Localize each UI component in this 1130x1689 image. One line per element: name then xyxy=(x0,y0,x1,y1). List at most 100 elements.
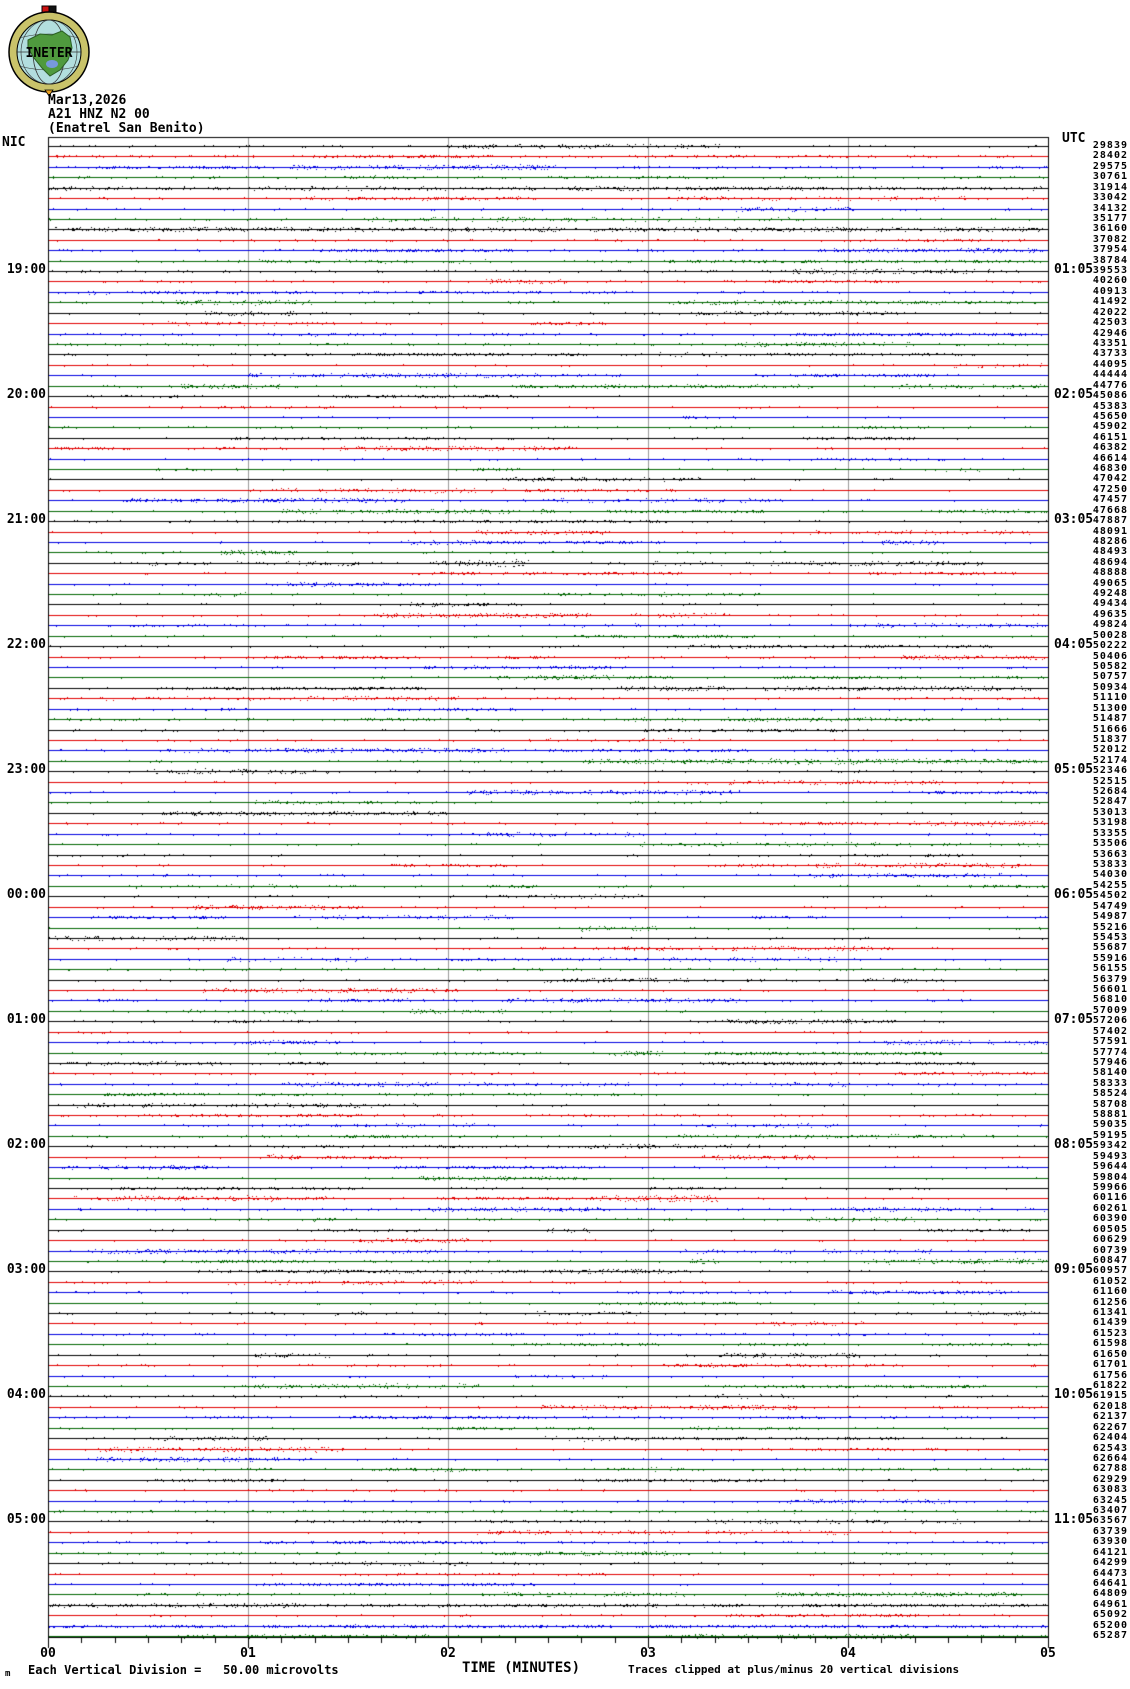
trace-count-label: 61598 xyxy=(1092,1338,1128,1349)
trace-count-label: 65092 xyxy=(1092,1609,1128,1620)
trace-count-label: 63930 xyxy=(1092,1536,1128,1547)
left-hour-label: 04:00 xyxy=(6,1387,46,1402)
trace-count-label: 63245 xyxy=(1092,1495,1128,1506)
vertical-division-scale-note: Each Vertical Division = 50.00 microvolt… xyxy=(28,1663,339,1677)
x-tick-label: 03 xyxy=(640,1646,656,1661)
trace-count-label: 61052 xyxy=(1092,1276,1128,1287)
trace-count-label: 61701 xyxy=(1092,1359,1128,1370)
trace-count-label: 61822 xyxy=(1092,1380,1128,1391)
trace-count-label: 29575 xyxy=(1092,161,1128,172)
trace-count-label: 49434 xyxy=(1092,598,1128,609)
trace-count-label: 64809 xyxy=(1092,1588,1128,1599)
trace-count-label: 64961 xyxy=(1092,1599,1128,1610)
trace-count-label: 55687 xyxy=(1092,942,1128,953)
trace-count-label: 45902 xyxy=(1092,421,1128,432)
left-hour-label: 20:00 xyxy=(6,387,46,402)
trace-count-label: 62137 xyxy=(1092,1411,1128,1422)
trace-count-label: 49635 xyxy=(1092,609,1128,620)
left-hour-label: 22:00 xyxy=(6,637,46,652)
trace-count-label: 53833 xyxy=(1092,859,1128,870)
x-tick-label: 02 xyxy=(440,1646,456,1661)
trace-count-label: 36160 xyxy=(1092,223,1128,234)
trace-count-label: 43351 xyxy=(1092,338,1128,349)
right-hour-label: 01:05 xyxy=(1054,262,1094,277)
trace-count-label: 54749 xyxy=(1092,901,1128,912)
trace-count-label: 51837 xyxy=(1092,734,1128,745)
trace-count-label: 58524 xyxy=(1092,1088,1128,1099)
clip-note: Traces clipped at plus/minus 20 vertical… xyxy=(628,1663,960,1676)
trace-count-label: 40913 xyxy=(1092,286,1128,297)
right-hour-label: 02:05 xyxy=(1054,387,1094,402)
trace-count-label: 48694 xyxy=(1092,557,1128,568)
trace-count-label: 57774 xyxy=(1092,1047,1128,1058)
trace-count-label: 39553 xyxy=(1092,265,1128,276)
trace-count-label: 60847 xyxy=(1092,1255,1128,1266)
trace-count-label: 50406 xyxy=(1092,651,1128,662)
trace-count-label: 60390 xyxy=(1092,1213,1128,1224)
trace-count-label: 51110 xyxy=(1092,692,1128,703)
trace-count-label: 63567 xyxy=(1092,1515,1128,1526)
trace-count-label: 30761 xyxy=(1092,171,1128,182)
right-hour-label: 11:05 xyxy=(1054,1512,1094,1527)
right-hour-label: 10:05 xyxy=(1054,1387,1094,1402)
left-hour-label: 00:00 xyxy=(6,887,46,902)
trace-count-label: 61650 xyxy=(1092,1349,1128,1360)
x-tick-label: 01 xyxy=(240,1646,256,1661)
left-hour-label: 21:00 xyxy=(6,512,46,527)
trace-count-label: 51300 xyxy=(1092,703,1128,714)
trace-count-label: 58140 xyxy=(1092,1067,1128,1078)
left-hour-label: 03:00 xyxy=(6,1262,46,1277)
trace-count-label: 56810 xyxy=(1092,994,1128,1005)
trace-count-label: 62543 xyxy=(1092,1443,1128,1454)
trace-count-label: 53355 xyxy=(1092,828,1128,839)
x-tick-label: 05 xyxy=(1040,1646,1056,1661)
trace-count-label: 44776 xyxy=(1092,380,1128,391)
trace-count-label: 50028 xyxy=(1092,630,1128,641)
trace-count-label: 50582 xyxy=(1092,661,1128,672)
trace-count-label: 53013 xyxy=(1092,807,1128,818)
trace-count-label: 56379 xyxy=(1092,974,1128,985)
trace-count-label: 47457 xyxy=(1092,494,1128,505)
trace-count-label: 49248 xyxy=(1092,588,1128,599)
trace-count-label: 61756 xyxy=(1092,1370,1128,1381)
trace-count-label: 62018 xyxy=(1092,1401,1128,1412)
trace-count-label: 55216 xyxy=(1092,922,1128,933)
right-hour-label: 04:05 xyxy=(1054,637,1094,652)
trace-count-label: 65200 xyxy=(1092,1620,1128,1631)
trace-count-label: 54502 xyxy=(1092,890,1128,901)
trace-count-label: 41492 xyxy=(1092,296,1128,307)
trace-count-label: 48091 xyxy=(1092,526,1128,537)
trace-count-label: 46830 xyxy=(1092,463,1128,474)
x-tick-label: 00 xyxy=(40,1646,56,1661)
trace-count-label: 56155 xyxy=(1092,963,1128,974)
trace-count-label: 54030 xyxy=(1092,869,1128,880)
trace-count-label: 44095 xyxy=(1092,359,1128,370)
trace-count-label: 35177 xyxy=(1092,213,1128,224)
trace-count-label: 53198 xyxy=(1092,817,1128,828)
trace-count-label: 57009 xyxy=(1092,1005,1128,1016)
trace-count-label: 61341 xyxy=(1092,1307,1128,1318)
trace-count-label: 58881 xyxy=(1092,1109,1128,1120)
trace-count-label: 57402 xyxy=(1092,1026,1128,1037)
footer-corner-glyph: m xyxy=(5,1669,11,1679)
trace-count-label: 37082 xyxy=(1092,234,1128,245)
trace-count-label: 62788 xyxy=(1092,1463,1128,1474)
trace-count-label: 64641 xyxy=(1092,1578,1128,1589)
right-hour-label: 05:05 xyxy=(1054,762,1094,777)
left-hour-label: 02:00 xyxy=(6,1137,46,1152)
trace-count-label: 33042 xyxy=(1092,192,1128,203)
trace-count-label: 31914 xyxy=(1092,182,1128,193)
trace-count-label: 48286 xyxy=(1092,536,1128,547)
trace-count-label: 42503 xyxy=(1092,317,1128,328)
trace-count-label: 55916 xyxy=(1092,953,1128,964)
trace-count-label: 49824 xyxy=(1092,619,1128,630)
left-hour-label: 23:00 xyxy=(6,762,46,777)
trace-count-label: 63739 xyxy=(1092,1526,1128,1537)
trace-count-label: 29839 xyxy=(1092,140,1128,151)
left-hour-label: 01:00 xyxy=(6,1012,46,1027)
trace-count-label: 47668 xyxy=(1092,505,1128,516)
trace-count-label: 60957 xyxy=(1092,1265,1128,1276)
trace-count-label: 65287 xyxy=(1092,1630,1128,1641)
right-hour-label: 09:05 xyxy=(1054,1262,1094,1277)
